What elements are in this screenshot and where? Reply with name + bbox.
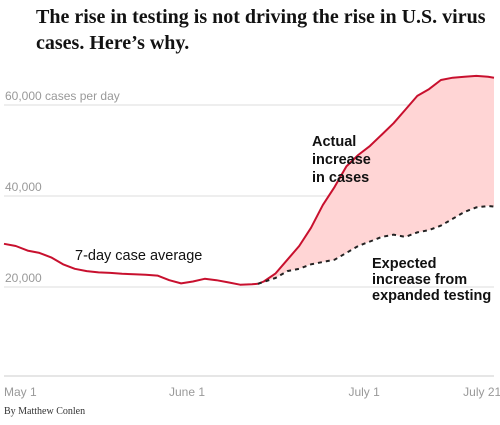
- annotation-case-average: 7-day case average: [75, 248, 202, 264]
- x-tick-label: July 21: [463, 385, 500, 399]
- y-axis-ticks: 60,000 cases per day 40,000 20,000: [5, 89, 120, 285]
- gap-fill-area: [257, 75, 494, 284]
- x-tick-label: June 1: [169, 385, 205, 399]
- x-axis-ticks: May 1 June 1 July 1 July 21: [4, 385, 500, 399]
- y-tick-label: 20,000: [5, 271, 42, 285]
- chart-title: The rise in testing is not driving the r…: [36, 6, 486, 54]
- y-tick-label: 60,000 cases per day: [5, 89, 120, 103]
- x-tick-label: July 1: [348, 385, 380, 399]
- byline: By Matthew Conlen: [4, 406, 86, 417]
- x-tick-label: May 1: [4, 385, 37, 399]
- series-line-actual: [3, 74, 495, 286]
- annotation-expected-increase: Expected increase from expanded testing: [372, 256, 491, 304]
- series-line-expected: [257, 204, 495, 285]
- y-tick-label: 40,000: [5, 180, 42, 194]
- annotation-actual-increase: Actual increase in cases: [312, 134, 375, 186]
